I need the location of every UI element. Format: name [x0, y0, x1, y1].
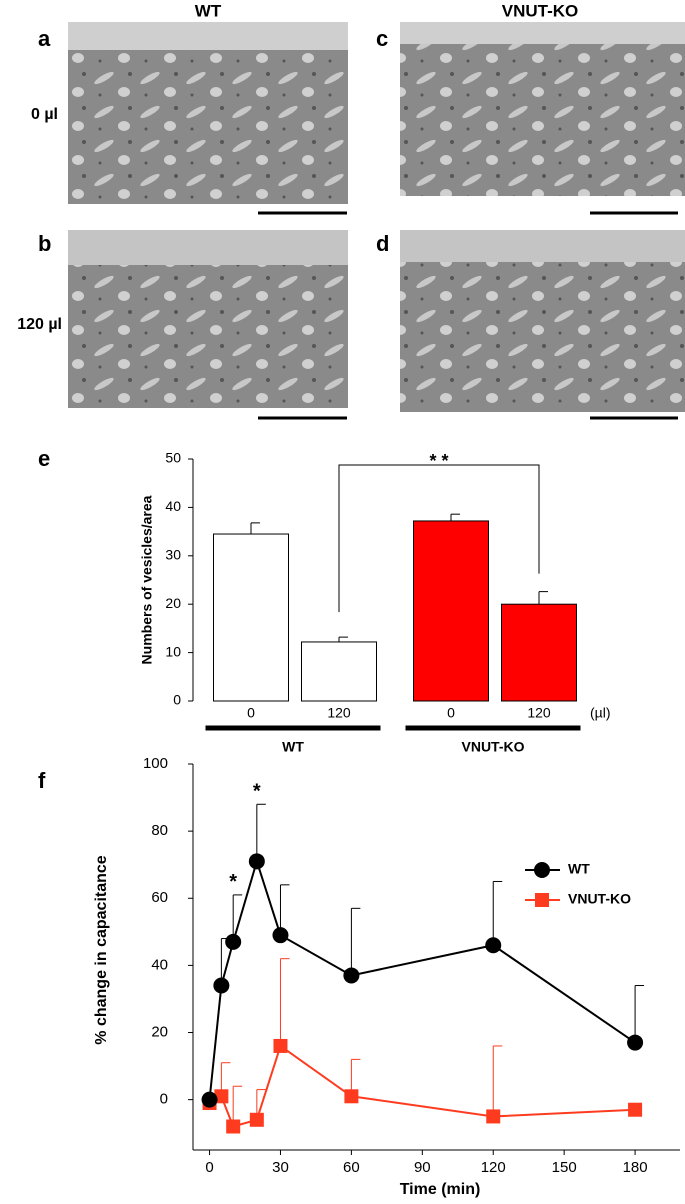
y-tick-label: 0	[160, 1091, 168, 1108]
micrograph-background	[400, 230, 685, 262]
y-axis-label: % change in capacitance	[93, 855, 110, 1045]
x-tick-label: 0	[205, 1159, 213, 1176]
legend-marker	[535, 893, 549, 907]
y-tick-label: 40	[165, 498, 181, 514]
bar	[213, 533, 289, 702]
panel-letter: f	[38, 768, 46, 793]
series-line	[209, 1044, 636, 1128]
marker	[214, 1089, 229, 1104]
marker	[213, 977, 230, 994]
marker	[485, 937, 502, 954]
marker	[272, 927, 289, 944]
marker	[344, 1089, 359, 1104]
x-tick-label: 120	[527, 705, 551, 721]
annotation: *	[229, 871, 237, 893]
x-tick-label: 120	[481, 1159, 506, 1176]
marker	[486, 1109, 501, 1124]
marker	[273, 1038, 288, 1053]
x-tick-label: 60	[343, 1159, 360, 1176]
marker	[249, 1112, 264, 1127]
marker	[628, 1102, 643, 1117]
legend-marker	[534, 862, 550, 878]
y-tick-label: 20	[151, 1023, 168, 1040]
x-tick-label: 120	[327, 705, 351, 721]
x-tick-label: 30	[272, 1159, 289, 1176]
significance-bracket	[338, 464, 540, 613]
marker	[201, 1091, 218, 1108]
panel-letter: b	[38, 231, 51, 256]
legend-label: VNUT-KO	[568, 891, 631, 907]
panel-letter: a	[38, 26, 51, 51]
y-tick-label: 30	[165, 547, 181, 563]
y-tick-label: 80	[151, 822, 168, 839]
y-tick-label: 40	[151, 956, 168, 973]
x-tick-label: 90	[414, 1159, 431, 1176]
y-tick-label: 60	[151, 889, 168, 906]
row-label: 0 µl	[31, 106, 58, 123]
x-tick-label: 0	[447, 705, 455, 721]
marker	[343, 967, 360, 984]
x-tick-label: 150	[552, 1159, 577, 1176]
group-label: VNUT-KO	[462, 739, 525, 755]
x-tick-label: 0	[247, 705, 255, 721]
y-axis-label: Numbers of vesicles/area	[139, 495, 155, 664]
row-label: 120 µl	[17, 316, 62, 333]
y-tick-label: 50	[165, 450, 181, 466]
group-label: WT	[282, 739, 304, 755]
panel-letter: e	[38, 446, 50, 471]
column-title: VNUT-KO	[502, 1, 579, 20]
legend-label: WT	[568, 861, 590, 877]
micrographs: WT VNUT-KO 0 µl 120 µl a b c d	[17, 1, 685, 420]
significance-label: * *	[429, 451, 448, 471]
unit-label: (µl)	[590, 705, 611, 721]
marker	[226, 1119, 241, 1134]
column-title: WT	[195, 1, 222, 20]
marker	[627, 1034, 644, 1051]
y-tick-label: 100	[143, 755, 168, 772]
micrograph-background	[400, 22, 685, 44]
panel-letter: d	[376, 231, 389, 256]
y-tick-label: 0	[173, 692, 181, 708]
panel-letter: c	[376, 26, 388, 51]
y-tick-label: 10	[165, 643, 181, 659]
bar	[413, 520, 489, 702]
marker	[225, 933, 242, 950]
x-axis-label: Time (min)	[400, 1181, 481, 1198]
micrograph-background	[68, 230, 348, 265]
micrograph-background	[68, 22, 348, 50]
micrograph	[68, 22, 348, 204]
bar	[501, 603, 577, 702]
micrograph	[400, 22, 685, 196]
y-tick-label: 20	[165, 595, 181, 611]
bar	[301, 641, 377, 702]
x-tick-label: 180	[623, 1159, 648, 1176]
annotation: *	[253, 781, 261, 803]
marker	[248, 853, 265, 870]
